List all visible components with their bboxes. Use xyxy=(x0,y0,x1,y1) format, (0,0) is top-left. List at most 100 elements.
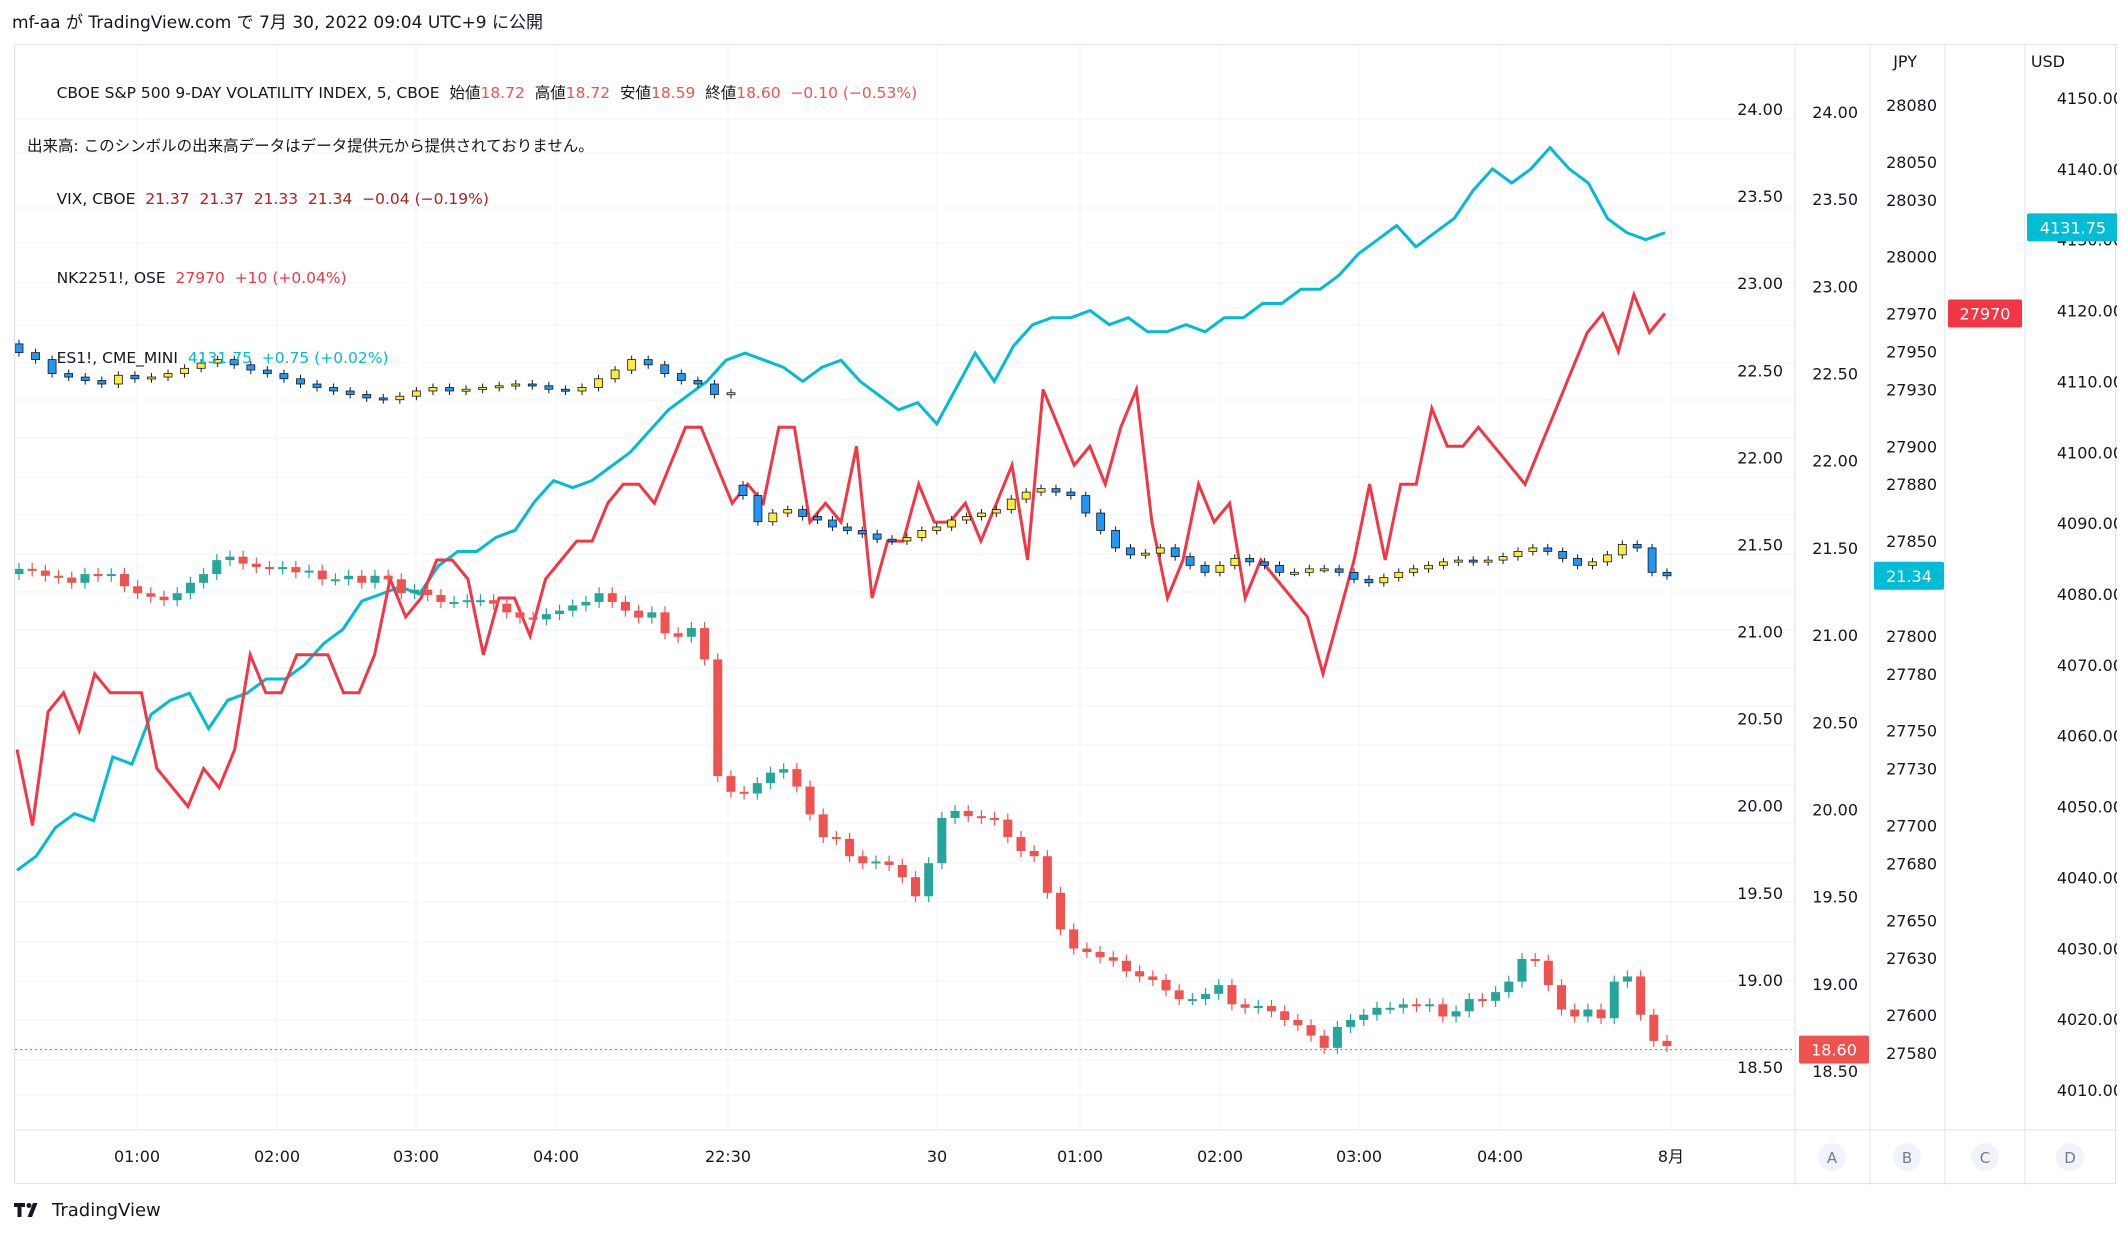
legend-row-vix[interactable]: VIX, CBOE 21.37 21.37 21.33 21.34 −0.04 … xyxy=(27,159,917,239)
site-name[interactable]: TradingView.com xyxy=(88,13,232,33)
vix9d-candle xyxy=(713,659,723,777)
vix9d-candle xyxy=(80,574,90,583)
vix9d-candle xyxy=(462,600,472,603)
vix-candle xyxy=(1290,571,1299,575)
axis-a-tick: 23.00 xyxy=(1737,274,1783,293)
legend-row-main[interactable]: CBOE S&P 500 9-DAY VOLATILITY INDEX, 5, … xyxy=(27,53,918,133)
vix-candle xyxy=(1483,559,1493,563)
vix-candle xyxy=(842,526,852,531)
vix-candle xyxy=(97,380,107,385)
vix9d-candle xyxy=(1517,959,1527,982)
author-name[interactable]: mf-aa xyxy=(12,13,61,33)
axis-button-b xyxy=(1893,1143,1921,1171)
vix9d-candle xyxy=(1649,1014,1659,1041)
vix9d-candle xyxy=(1622,976,1632,982)
axis-c-tick: 27900 xyxy=(1886,437,1937,456)
vix9d-candle xyxy=(119,574,129,587)
time-tick: 30 xyxy=(927,1147,947,1166)
vix9d-candle xyxy=(1477,999,1487,1002)
vix9d-candle xyxy=(1253,1006,1263,1009)
axis-b-tick: 19.00 xyxy=(1812,975,1858,994)
time-tick: 03:00 xyxy=(393,1147,439,1166)
axis-c-tick: 28080 xyxy=(1886,96,1937,115)
vix9d-candle xyxy=(1504,981,1514,993)
vix9d-candle xyxy=(106,574,116,577)
vix-candle xyxy=(977,512,986,517)
legend-symbol-vix9d[interactable]: CBOE S&P 500 9-DAY VOLATILITY INDEX, 5, … xyxy=(56,83,450,102)
es-price-badge: 4131.75 xyxy=(2040,218,2106,237)
axis-c-tick: 28050 xyxy=(1886,153,1937,172)
axis-b-tick: 20.00 xyxy=(1812,800,1858,819)
axis-d-tick: 4030.00 xyxy=(2057,939,2117,958)
vix9d-candle xyxy=(884,861,894,865)
chart-canvas[interactable]: 24.00 23.50 23.00 22.50 22.00 21.50 21.00 20.50… xyxy=(15,45,2117,1185)
vix9d-candle xyxy=(291,567,301,573)
axis-d-tick: 4050.00 xyxy=(2057,798,2117,817)
chart-frame[interactable]: 24.00 23.50 23.00 22.50 22.00 21.50 21.00 20.50… xyxy=(14,44,2117,1185)
legend-row-es[interactable]: ES1!, CME_MINI 4131.75 +0.75 (+0.02%) xyxy=(27,318,917,398)
vix9d-candle xyxy=(555,610,565,615)
vix9d-candle xyxy=(1293,1019,1303,1026)
axis-d-tick: 4080.00 xyxy=(2057,585,2117,604)
axis-b-tick: 21.50 xyxy=(1812,539,1858,558)
vix-candle xyxy=(768,512,778,523)
header-ni: に公開 xyxy=(486,13,543,33)
axis-d-header: USD xyxy=(2031,52,2065,71)
vix-candle xyxy=(1245,557,1255,563)
vix9d-candle xyxy=(423,589,433,595)
vix9d-candle xyxy=(436,594,446,602)
legend-symbol-nk[interactable]: NK2251!, OSE xyxy=(56,269,176,287)
tradingview-logo-icon[interactable] xyxy=(14,1201,44,1219)
vix-candle xyxy=(64,373,74,378)
vix-candle xyxy=(676,373,686,381)
axis-b-tick: 23.00 xyxy=(1812,277,1858,296)
vix9d-candle xyxy=(647,612,657,618)
axis-a-tick: 22.00 xyxy=(1737,448,1783,467)
vix-candle xyxy=(962,516,971,521)
vix-candle xyxy=(1096,512,1106,531)
axis-d-tick: 4110.00 xyxy=(2057,372,2117,391)
vix-candle xyxy=(196,362,206,369)
vix9d-candle xyxy=(1557,985,1567,1010)
time-tick: 01:00 xyxy=(114,1147,160,1166)
axis-a-tick: 20.00 xyxy=(1737,797,1783,816)
vix-candle xyxy=(738,484,748,497)
axis-a-tick: 24.00 xyxy=(1737,100,1783,119)
legend-symbol-es[interactable]: ES1!, CME_MINI xyxy=(56,348,188,367)
vix9d-candle xyxy=(304,570,314,573)
vix-candle xyxy=(213,359,223,364)
axis-a-tick: 20.50 xyxy=(1737,710,1783,729)
vix-candle xyxy=(296,378,305,385)
nk-price-badge-bg xyxy=(1948,299,2022,328)
vix9d-candle xyxy=(911,877,921,897)
vix9d-candle xyxy=(976,816,986,819)
vix9d-candle xyxy=(607,593,617,602)
vix9d-candle xyxy=(40,570,50,576)
publish-date: 7月 30, 2022 09:04 UTC+9 xyxy=(259,13,487,33)
vix-candle xyxy=(1573,557,1582,566)
vix9d-candle xyxy=(146,593,156,597)
axis-a-tick: 22.50 xyxy=(1737,361,1783,380)
vix-candle xyxy=(753,495,763,523)
vix-candle xyxy=(345,390,355,395)
vix-candle xyxy=(80,376,90,381)
vix9d-candle xyxy=(1609,981,1619,1019)
axis-a-tick: 21.50 xyxy=(1737,535,1783,554)
vix9d-candle xyxy=(1319,1035,1329,1048)
axis-c-tick: 27680 xyxy=(1886,854,1937,873)
vix-candle xyxy=(1364,578,1374,584)
axis-letter-c: C xyxy=(1980,1149,1990,1167)
axis-c-tick: 27850 xyxy=(1886,532,1937,551)
vix9d-candle xyxy=(185,582,195,594)
vix9d-candle xyxy=(1530,959,1540,962)
axis-d-tick: 4120.00 xyxy=(2057,302,2117,321)
vix9d-candle xyxy=(1636,976,1646,1015)
vix9d-candle xyxy=(1016,837,1026,852)
vix9d-candle xyxy=(765,772,775,784)
vix-candle xyxy=(1021,491,1031,500)
vix9d-candle xyxy=(251,563,261,568)
legend-row-nk[interactable]: NK2251!, OSE 27970 +10 (+0.04%) xyxy=(27,239,917,319)
vix-candle xyxy=(1617,544,1627,556)
vix-candle xyxy=(1215,564,1225,573)
legend-symbol-vix[interactable]: VIX, CBOE xyxy=(56,189,146,208)
